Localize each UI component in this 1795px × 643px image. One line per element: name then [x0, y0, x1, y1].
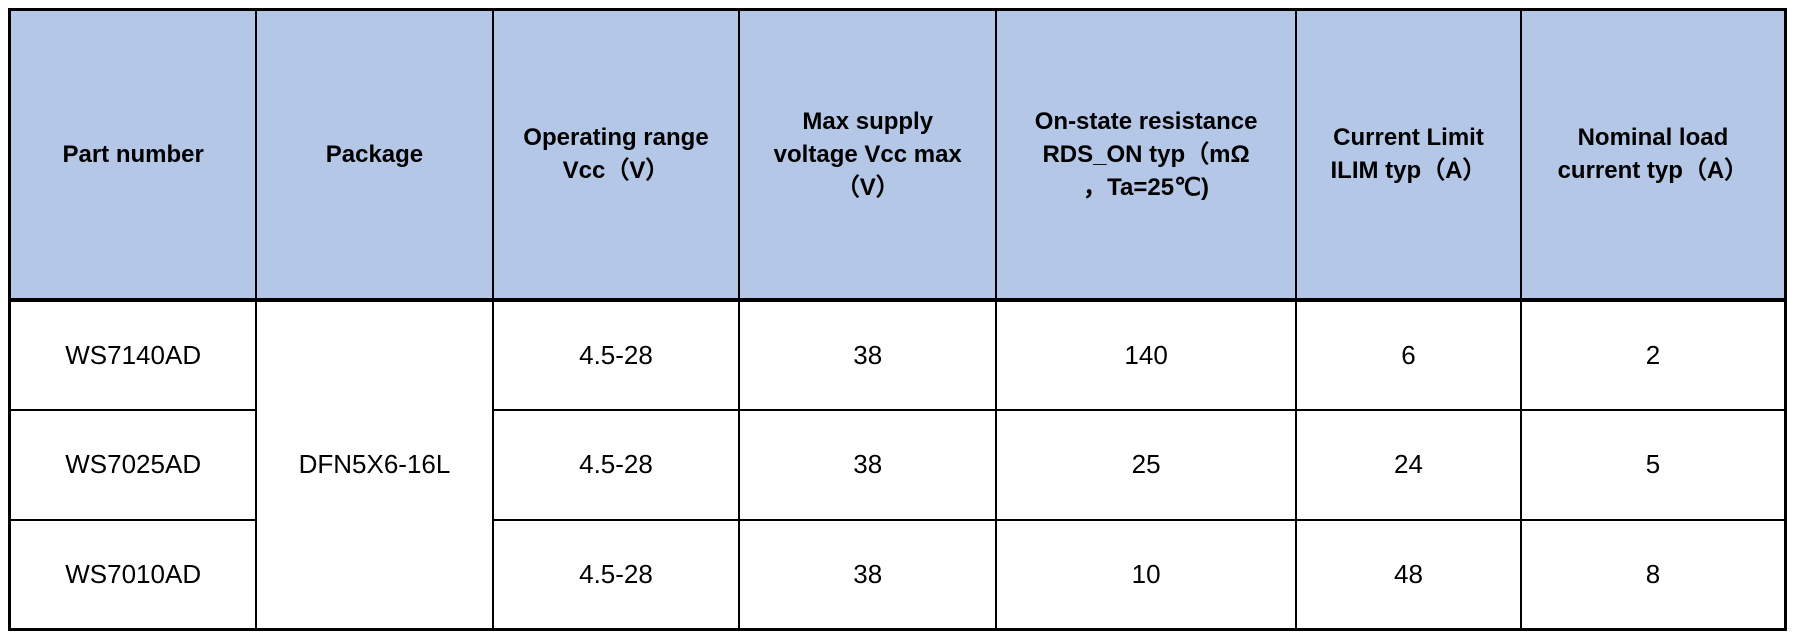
cell-ilim: 6 [1295, 298, 1522, 411]
cell-rds-on: 140 [995, 298, 1298, 411]
cell-vcc-max: 38 [738, 298, 998, 411]
table-row: WS7025AD 4.5-28 38 25 24 5 [8, 408, 1787, 521]
cell-part-number: WS7025AD [8, 408, 258, 521]
cell-vcc-max: 38 [738, 518, 998, 631]
cell-part-number: WS7010AD [8, 518, 258, 631]
cell-rds-on: 25 [995, 408, 1298, 521]
product-spec-table: Part number Package Operating range Vcc（… [8, 8, 1787, 631]
cell-nominal-current: 5 [1519, 408, 1787, 521]
col-header-nominal-load-current: Nominal load current typ（A） [1519, 8, 1787, 302]
cell-ilim: 24 [1295, 408, 1522, 521]
cell-vcc-max: 38 [738, 408, 998, 521]
cell-operating-range: 4.5-28 [491, 518, 741, 631]
cell-operating-range: 4.5-28 [491, 408, 741, 521]
col-header-part-number: Part number [8, 8, 258, 302]
cell-nominal-current: 8 [1519, 518, 1787, 631]
col-header-operating-range: Operating range Vcc（V） [491, 8, 741, 302]
cell-operating-range: 4.5-28 [491, 298, 741, 411]
cell-nominal-current: 2 [1519, 298, 1787, 411]
col-header-current-limit: Current Limit ILIM typ（A） [1295, 8, 1522, 302]
cell-ilim: 48 [1295, 518, 1522, 631]
cell-rds-on: 10 [995, 518, 1298, 631]
table-header-row: Part number Package Operating range Vcc（… [8, 8, 1787, 302]
cell-part-number: WS7140AD [8, 298, 258, 411]
table-row: WS7140AD DFN5X6-16L 4.5-28 38 140 6 2 [8, 298, 1787, 631]
col-header-on-state-resistance: On-state resistance RDS_ON typ（mΩ ，Ta=25… [995, 8, 1298, 302]
col-header-package: Package [255, 8, 494, 302]
col-header-max-supply-voltage: Max supply voltage Vcc max （V） [738, 8, 998, 302]
cell-package-merged: DFN5X6-16L [255, 298, 494, 631]
table-row: WS7010AD 4.5-28 38 10 48 8 [8, 518, 1787, 631]
